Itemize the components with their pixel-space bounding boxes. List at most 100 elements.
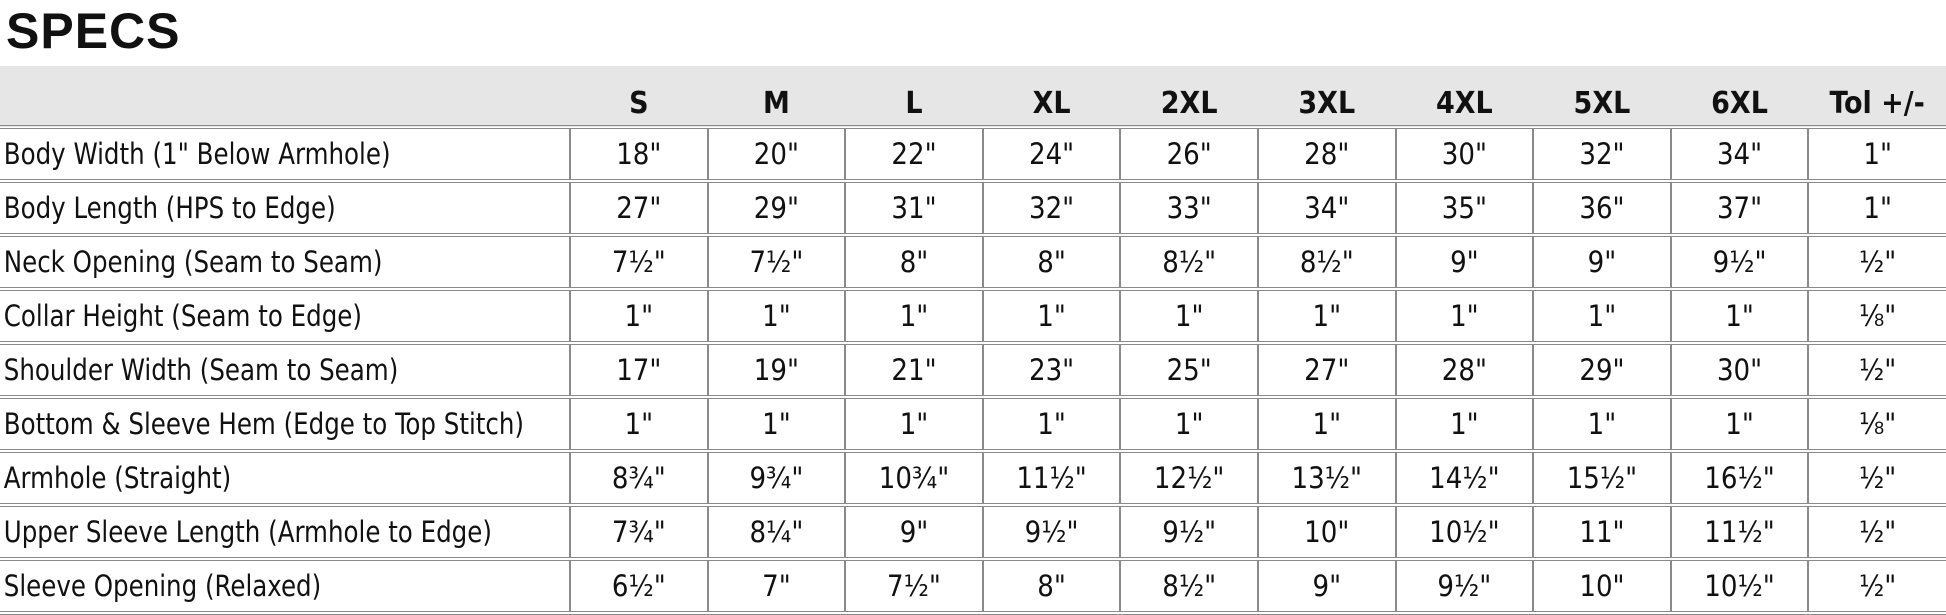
table-cell: 7½" (569, 235, 708, 289)
table-cell: 8" (981, 559, 1121, 613)
table-cell: ½" (1807, 343, 1946, 397)
table-cell: 37" (1669, 181, 1809, 235)
table-cell: 9" (1532, 235, 1671, 289)
table-cell: 8" (981, 235, 1121, 289)
table-row: Body Width (1" Below Armhole) 18" 20" 22" 24… (0, 127, 1946, 181)
table-cell: 9½" (1119, 505, 1258, 559)
specs-table: S M L XL 2XL 3XL 4XL 5XL 6XL Tol +/- Body Width (… (0, 66, 1946, 615)
table-cell: 27" (1256, 343, 1396, 397)
table-cell: 1" (1394, 397, 1534, 451)
column-header: 4XL (1395, 66, 1534, 127)
table-cell: 1" (981, 397, 1121, 451)
table-cell: 28" (1256, 127, 1396, 181)
table-cell: 11½" (981, 451, 1121, 505)
table-cell: 9" (1394, 235, 1534, 289)
table-cell: 1" (1807, 181, 1946, 235)
row-label: Body Width (1" Below Armhole) (3, 137, 391, 171)
table-cell: 32" (981, 181, 1121, 235)
table-cell: 1" (1669, 289, 1809, 343)
table-cell: 16½" (1669, 451, 1809, 505)
table-cell: 10" (1256, 505, 1396, 559)
table-cell: 1" (1807, 127, 1946, 181)
table-cell: 34" (1256, 181, 1396, 235)
column-header: 3XL (1257, 66, 1396, 127)
table-cell: 7½" (706, 235, 846, 289)
table-cell: 19" (706, 343, 846, 397)
table-cell: 1" (1532, 289, 1671, 343)
column-header: 2XL (1120, 66, 1258, 127)
column-header: M (707, 66, 846, 127)
table-cell: 15½" (1532, 451, 1671, 505)
table-cell: 27" (569, 181, 708, 235)
column-header: 6XL (1670, 66, 1809, 127)
table-row: Upper Sleeve Length (Armhole to Edge) 7¾"… (0, 505, 1946, 559)
table-cell: 1" (569, 397, 708, 451)
table-cell: 1" (569, 289, 708, 343)
table-cell: 33" (1119, 181, 1258, 235)
table-cell: 36" (1532, 181, 1671, 235)
column-header: 5XL (1533, 66, 1671, 127)
table-cell: ½" (1807, 235, 1946, 289)
table-cell: 8¼" (706, 505, 846, 559)
table-cell: 1" (1669, 397, 1809, 451)
table-cell: 1" (981, 289, 1121, 343)
column-header: Tol +/- (1808, 66, 1946, 127)
table-row: Shoulder Width (Seam to Seam) 17" 19" 21" 23… (0, 343, 1946, 397)
table-cell: 35" (1394, 181, 1534, 235)
table-cell: 9½" (981, 505, 1121, 559)
table-cell: 11½" (1669, 505, 1809, 559)
table-cell: 1" (706, 289, 846, 343)
table-cell: 9" (1256, 559, 1396, 613)
table-cell: 1" (706, 397, 846, 451)
table-cell: 29" (1532, 343, 1671, 397)
table-row: Armhole (Straight) 8¾" 9¾" 10¾" 11½" 12½" 13½"… (0, 451, 1946, 505)
table-cell: 21" (844, 343, 983, 397)
table-cell: 1" (844, 397, 983, 451)
row-label: Upper Sleeve Length (Armhole to Edge) (3, 515, 492, 549)
table-cell: 10½" (1669, 559, 1809, 613)
column-header: L (845, 66, 983, 127)
row-label: Shoulder Width (Seam to Seam) (3, 353, 399, 387)
table-cell: 17" (569, 343, 708, 397)
table-cell: 25" (1119, 343, 1258, 397)
table-cell: 14½" (1394, 451, 1534, 505)
table-cell: 10¾" (844, 451, 983, 505)
table-row: Sleeve Opening (Relaxed) 6½" 7" 7½" 8" 8½" 9" 9… (0, 559, 1946, 613)
table-cell: 1" (1532, 397, 1671, 451)
table-cell: 7½" (844, 559, 983, 613)
table-cell: ⅛" (1807, 289, 1946, 343)
table-row: Neck Opening (Seam to Seam) 7½" 7½" 8" 8" 8½"… (0, 235, 1946, 289)
table-cell: 1" (844, 289, 983, 343)
table-cell: 9" (844, 505, 983, 559)
table-cell: 31" (844, 181, 983, 235)
table-cell: ½" (1807, 451, 1946, 505)
row-label: Collar Height (Seam to Edge) (3, 299, 362, 333)
table-cell: 30" (1394, 127, 1534, 181)
table-row: Collar Height (Seam to Edge) 1" 1" 1" 1" 1" 1"… (0, 289, 1946, 343)
table-cell: 9½" (1394, 559, 1534, 613)
table-cell: 18" (569, 127, 708, 181)
table-cell: 7" (706, 559, 846, 613)
table-cell: 12½" (1119, 451, 1258, 505)
table-cell: 30" (1669, 343, 1809, 397)
table-cell: 7¾" (569, 505, 708, 559)
table-cell: 23" (981, 343, 1121, 397)
table-row: Body Length (HPS to Edge) 27" 29" 31" 32" 33"… (0, 181, 1946, 235)
row-label: Body Length (HPS to Edge) (3, 191, 336, 225)
table-cell: 6½" (569, 559, 708, 613)
table-cell: 32" (1532, 127, 1671, 181)
row-label: Neck Opening (Seam to Seam) (3, 245, 383, 279)
table-cell: 8¾" (569, 451, 708, 505)
table-cell: ½" (1807, 559, 1946, 613)
page-title: SPECS (6, 3, 181, 59)
table-cell: 1" (1256, 397, 1396, 451)
table-cell: 24" (981, 127, 1121, 181)
column-header: XL (982, 66, 1121, 127)
table-cell: 34" (1669, 127, 1809, 181)
table-cell: 11" (1532, 505, 1671, 559)
table-cell: ⅛" (1807, 397, 1946, 451)
table-cell: 20" (706, 127, 846, 181)
column-header: S (570, 66, 708, 127)
header-row: S M L XL 2XL 3XL 4XL 5XL 6XL Tol +/- (0, 66, 1946, 127)
row-label: Sleeve Opening (Relaxed) (3, 569, 322, 603)
